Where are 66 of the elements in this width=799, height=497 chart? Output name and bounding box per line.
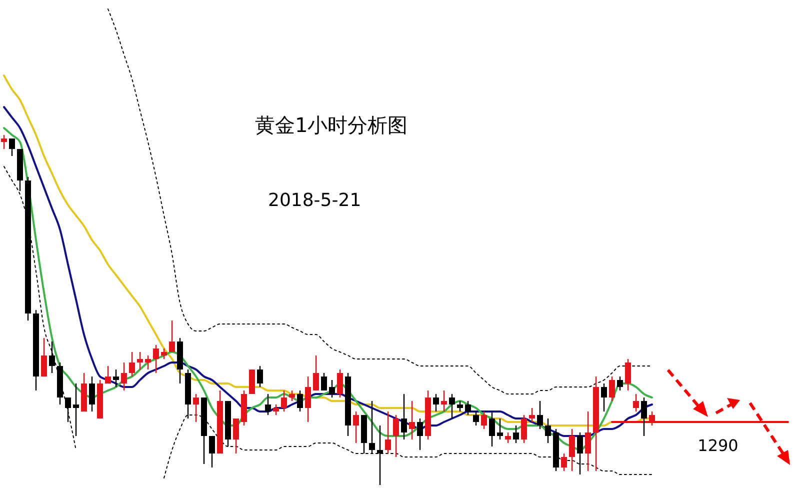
candlestick — [129, 351, 135, 378]
candlestick — [401, 393, 407, 440]
candlestick — [281, 390, 287, 412]
candlestick — [641, 396, 647, 437]
candlestick — [633, 393, 639, 412]
candlestick — [529, 407, 535, 423]
candlestick — [137, 351, 143, 370]
candlestick — [161, 348, 167, 360]
candlestick — [41, 337, 47, 378]
candlestick — [577, 432, 583, 476]
candlestick — [265, 393, 271, 416]
candlestick — [393, 414, 399, 458]
candlestick — [465, 400, 471, 416]
candlestick — [497, 418, 503, 440]
candlestick — [521, 414, 527, 444]
candlestick — [313, 354, 319, 392]
candlestick — [441, 390, 447, 412]
candlestick — [353, 410, 359, 444]
candlestick — [409, 400, 415, 440]
candlestick — [321, 372, 327, 392]
candlestick — [457, 400, 463, 412]
candlestick — [433, 393, 439, 412]
candlestick — [105, 365, 111, 384]
candlestick — [73, 382, 79, 437]
candlestick — [145, 354, 151, 370]
candlestick — [473, 410, 479, 426]
candlestick — [337, 368, 343, 398]
candlestick — [545, 418, 551, 444]
candlestick — [209, 435, 215, 468]
candlestick — [649, 410, 655, 426]
candlestick — [9, 138, 15, 157]
candlestick — [489, 410, 495, 448]
candlestick — [513, 424, 519, 444]
text: 2018-5-21 — [268, 190, 362, 211]
candlestick — [49, 340, 55, 374]
candlestick — [233, 418, 239, 454]
candlestick — [417, 418, 423, 451]
candlestick — [601, 382, 607, 412]
candlestick — [481, 410, 487, 430]
candlestick — [585, 410, 591, 472]
candlestick — [537, 400, 543, 430]
candlestick — [305, 376, 311, 423]
candlestick — [113, 368, 119, 388]
candlestick — [625, 358, 631, 392]
annotation: 1290 — [698, 436, 738, 455]
candlestick — [257, 365, 263, 388]
candlestick — [449, 393, 455, 420]
candlestick — [385, 410, 391, 454]
candlestick — [329, 379, 335, 398]
candlestick — [569, 428, 575, 472]
candlestick — [609, 376, 615, 402]
candlestick — [193, 393, 199, 423]
candlestick — [1, 134, 7, 150]
candlestick — [289, 390, 295, 402]
candlestick — [65, 396, 71, 423]
candlestick — [505, 432, 511, 444]
candlestick — [169, 320, 175, 353]
candlestick — [297, 390, 303, 412]
candlestick — [273, 404, 279, 416]
candlestick — [617, 376, 623, 392]
candlestick — [121, 362, 127, 392]
candlestick — [153, 344, 159, 374]
chart-title: 黄金1小时分析图 — [255, 113, 408, 137]
candlestick — [89, 376, 95, 412]
candlestick — [369, 400, 375, 454]
candlestick — [561, 452, 567, 472]
